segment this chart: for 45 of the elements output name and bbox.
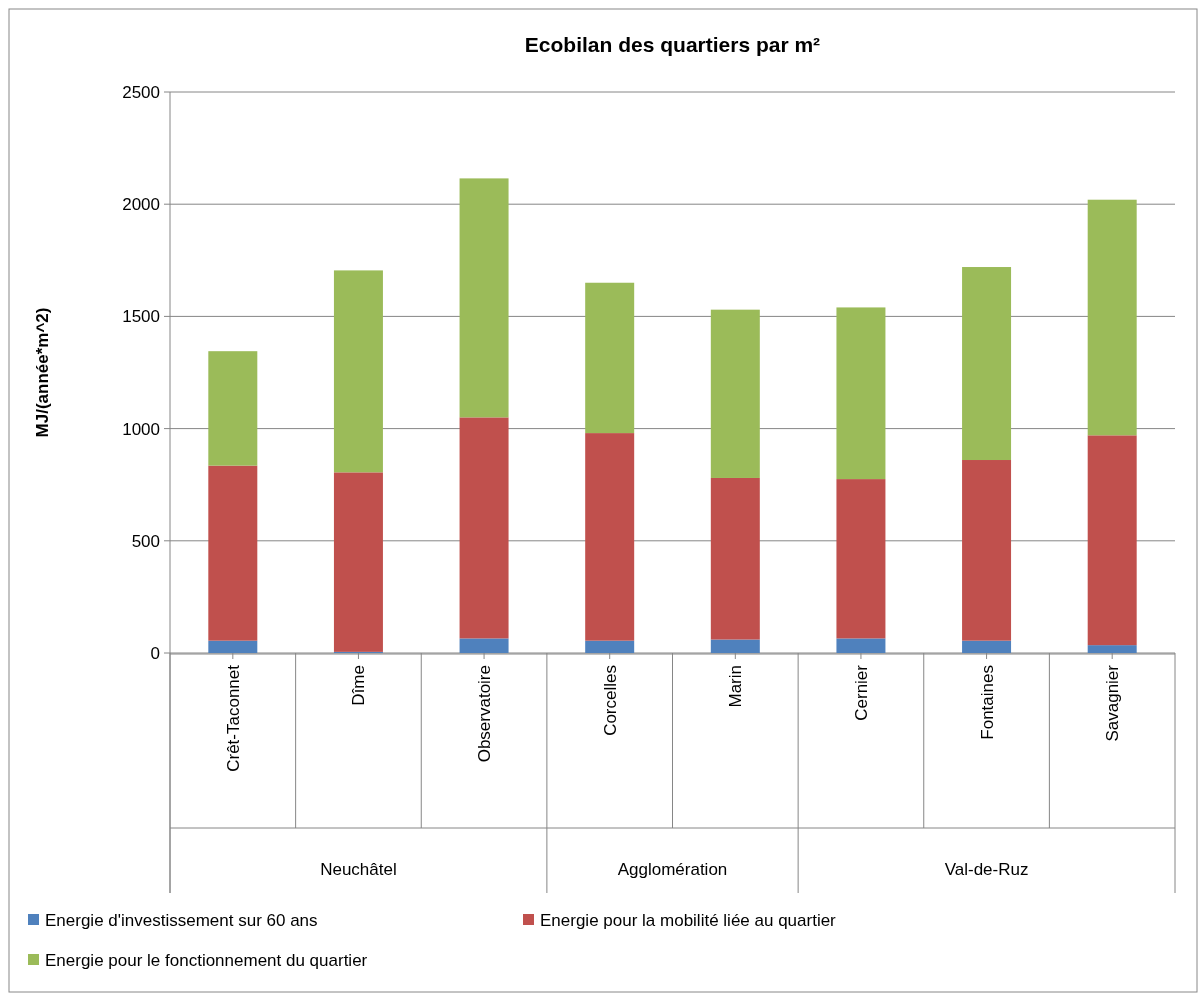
- bar: [459, 417, 509, 639]
- bar: [459, 178, 509, 418]
- text: Neuchâtel: [320, 860, 397, 879]
- x-tick-label: Cernier: [851, 664, 871, 721]
- x-tick-label: Savagnier: [1103, 664, 1123, 742]
- bar: [208, 640, 258, 653]
- bar: [710, 477, 760, 640]
- bar: [1087, 199, 1137, 436]
- bar: [710, 639, 760, 653]
- x-tick-label: Observatoire: [475, 665, 495, 763]
- bar: [710, 309, 760, 478]
- y-tick-label: 2000: [122, 195, 160, 215]
- y-tick-label: 1000: [122, 419, 160, 439]
- bar: [962, 267, 1012, 461]
- x-tick-label: Corcelles: [600, 665, 620, 736]
- bar: [962, 640, 1012, 653]
- y-axis-title: MJ/(année*m^2): [33, 307, 52, 438]
- y-tick-label: 2500: [122, 83, 160, 102]
- legend-label: Energie pour le fonctionnement du quartier: [45, 951, 368, 970]
- bar: [836, 307, 886, 480]
- bar: [1087, 645, 1137, 653]
- y-tick-label: 500: [131, 531, 160, 551]
- x-tick-label: Marin: [726, 665, 746, 708]
- bar: [585, 282, 635, 434]
- y-tick-label: 1500: [122, 307, 160, 327]
- x-tick-label: Fontaines: [977, 665, 997, 740]
- chart-title: Ecobilan des quartiers par m²: [524, 33, 821, 56]
- bar: [585, 640, 635, 653]
- bar: [1087, 435, 1137, 646]
- text: Agglomération: [617, 860, 728, 879]
- text: Val-de-Ruz: [944, 860, 1029, 879]
- bar: [836, 479, 886, 639]
- x-tick-label: Crêt-Taconnet: [223, 664, 243, 772]
- x-tick-label: Dîme: [349, 665, 369, 706]
- bar: [585, 433, 635, 641]
- bar: [208, 465, 258, 641]
- bar: [836, 638, 886, 653]
- bar: [208, 351, 258, 466]
- y-tick-label: 0: [150, 644, 160, 663]
- legend-label: Energie pour la mobilité liée au quartier: [540, 911, 837, 930]
- bar: [962, 460, 1012, 641]
- bar: [333, 270, 383, 473]
- legend-label: Energie d'investissement sur 60 ans: [45, 911, 318, 930]
- bar: [459, 638, 509, 653]
- bar: [333, 472, 383, 652]
